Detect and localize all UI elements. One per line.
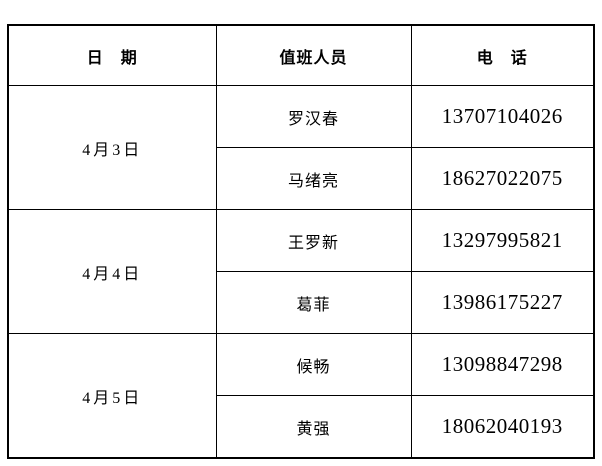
phone-cell: 13297995821 (410, 209, 595, 272)
phone-cell: 13986175227 (410, 271, 595, 334)
phone-cell: 18627022075 (410, 147, 595, 210)
name-cell: 马绪亮 (215, 147, 412, 210)
table-row: 4月3日 罗汉春 13707104026 (7, 85, 595, 210)
header-date: 日 期 (7, 24, 217, 86)
name-cell: 罗汉春 (215, 85, 412, 148)
name-cell: 王罗新 (215, 209, 412, 272)
duty-schedule-table: 日 期 值班人员 电 话 4月3日 罗汉春 13707104026 马绪亮 18… (7, 24, 595, 459)
header-phone: 电 话 (410, 24, 595, 86)
date-cell: 4月5日 (7, 333, 217, 459)
phone-cell: 18062040193 (410, 395, 595, 459)
date-cell: 4月3日 (7, 85, 217, 210)
header-personnel: 值班人员 (215, 24, 412, 86)
header-row: 日 期 值班人员 电 话 (7, 24, 595, 86)
phone-cell: 13707104026 (410, 85, 595, 148)
table-row: 葛菲 13986175227 (8, 271, 595, 334)
table-row: 马绪亮 18627022075 (8, 147, 595, 210)
table-row: 黄强 18062040193 (8, 395, 595, 459)
phone-cell: 13098847298 (410, 333, 595, 396)
table-row: 4月4日 王罗新 13297995821 (7, 209, 595, 334)
name-cell: 黄强 (215, 395, 412, 459)
table-row: 4月5日 候畅 13098847298 (7, 333, 595, 459)
name-cell: 葛菲 (215, 271, 412, 334)
name-cell: 候畅 (215, 333, 412, 396)
date-cell: 4月4日 (7, 209, 217, 334)
